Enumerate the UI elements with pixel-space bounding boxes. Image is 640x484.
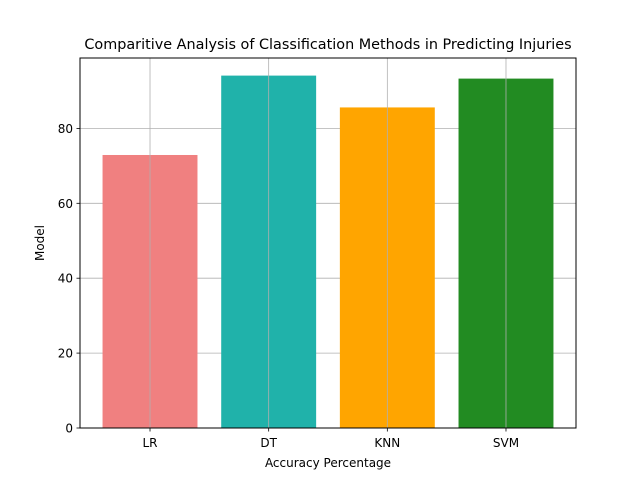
y-tick-label: 0 <box>65 422 73 436</box>
y-tick-label: 20 <box>58 347 73 361</box>
y-axis-label: Model <box>33 225 47 261</box>
x-tick-label: KNN <box>374 436 400 450</box>
y-tick-label: 40 <box>58 272 73 286</box>
x-tick-label: SVM <box>493 436 519 450</box>
y-tick-label: 60 <box>58 197 73 211</box>
x-axis-label: Accuracy Percentage <box>265 456 391 470</box>
y-tick-label: 80 <box>58 122 73 136</box>
x-tick-label: LR <box>142 436 157 450</box>
plot-frame <box>79 57 577 429</box>
vertical-grid-layer <box>149 58 507 428</box>
tick-layer: 0 20 40 60 80 LR DT KNN SVM <box>58 122 519 450</box>
x-tick-label: DT <box>260 436 277 450</box>
chart-title: Comparitive Analysis of Classification M… <box>84 37 571 53</box>
